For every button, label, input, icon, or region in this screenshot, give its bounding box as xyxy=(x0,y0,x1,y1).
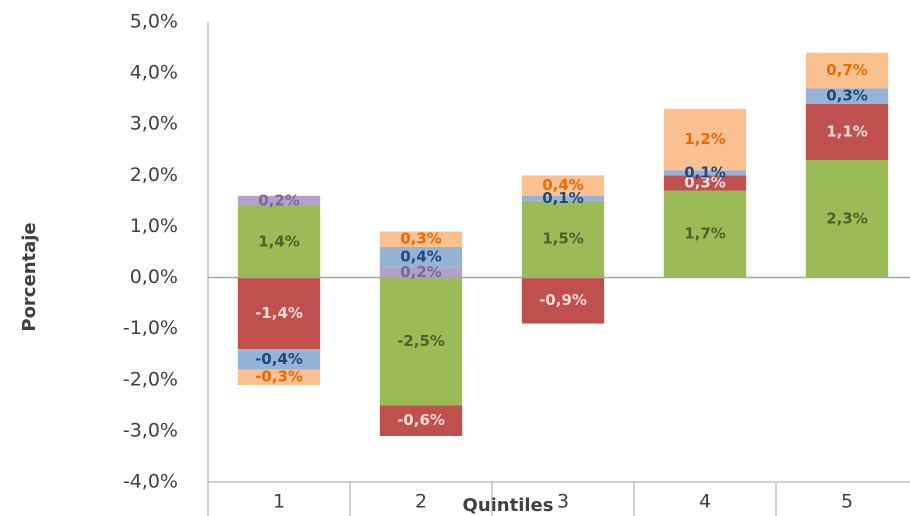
bar-segment xyxy=(379,277,463,406)
value-label: 1,2% xyxy=(684,130,726,148)
bar-segment xyxy=(663,108,747,171)
bar-segment xyxy=(521,277,605,324)
bar-segment xyxy=(805,52,889,89)
y-tick-label: -4,0% xyxy=(123,471,178,493)
bar-segment xyxy=(663,175,747,191)
value-label: -0,6% xyxy=(397,411,445,429)
value-label: 0,4% xyxy=(542,176,584,194)
value-label: 0,4% xyxy=(400,248,442,266)
bar-segment xyxy=(805,160,889,278)
y-axis-title: Porcentaje xyxy=(19,222,40,331)
value-label: -0,4% xyxy=(255,350,303,368)
value-label: -0,9% xyxy=(539,291,587,309)
bar-segment xyxy=(521,200,605,278)
bar-segment xyxy=(379,246,463,268)
bar-segment xyxy=(237,195,321,206)
x-tick-label: 1 xyxy=(273,491,285,513)
value-label: 0,3% xyxy=(400,230,442,248)
value-label: 1,1% xyxy=(826,122,868,140)
bar-segment xyxy=(521,195,605,201)
value-label: 2,3% xyxy=(826,209,868,227)
value-label: 0,1% xyxy=(684,163,726,181)
x-tick-label: 4 xyxy=(699,491,711,513)
x-axis-title: Quintiles xyxy=(463,495,554,516)
bar-segment xyxy=(663,190,747,278)
bar-segment xyxy=(237,206,321,278)
value-label: -2,5% xyxy=(397,332,445,350)
bar-segment xyxy=(805,103,889,160)
value-label: 1,7% xyxy=(684,225,726,243)
value-label: -1,4% xyxy=(255,304,303,322)
y-tick-label: 4,0% xyxy=(130,62,178,84)
bar-segment xyxy=(663,170,747,176)
bar-segment xyxy=(237,277,321,350)
value-label: 0,3% xyxy=(684,174,726,192)
bar-segment xyxy=(237,349,321,370)
bar-segment xyxy=(237,369,321,385)
x-tick-label: 3 xyxy=(557,491,569,513)
y-tick-label: -2,0% xyxy=(123,368,178,390)
y-tick-label: -3,0% xyxy=(123,419,178,441)
y-tick-label: 5,0% xyxy=(130,11,178,33)
y-tick-label: 0,0% xyxy=(130,266,178,288)
value-label: 0,2% xyxy=(400,263,442,281)
value-label: 1,5% xyxy=(542,230,584,248)
value-label: 0,1% xyxy=(542,189,584,207)
value-label: -0,3% xyxy=(255,368,303,386)
x-tick-label: 5 xyxy=(841,491,853,513)
y-tick-label: 1,0% xyxy=(130,215,178,237)
value-label: 0,2% xyxy=(258,191,300,209)
value-label: 1,4% xyxy=(258,232,300,250)
x-tick-label: 2 xyxy=(415,491,427,513)
bar-segment xyxy=(379,231,463,247)
value-label: 0,3% xyxy=(826,87,868,105)
bar-segment xyxy=(379,267,463,278)
bar-segment xyxy=(379,405,463,436)
value-label: 0,7% xyxy=(826,61,868,79)
bar-segment xyxy=(805,88,889,104)
y-tick-label: 2,0% xyxy=(130,164,178,186)
bar-segment xyxy=(521,175,605,196)
y-tick-label: -1,0% xyxy=(123,317,178,339)
y-tick-label: 3,0% xyxy=(130,113,178,135)
